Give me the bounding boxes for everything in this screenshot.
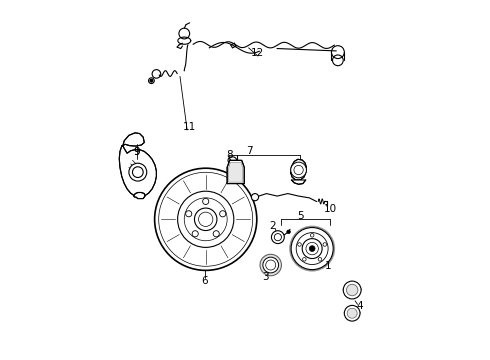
Circle shape (298, 243, 301, 246)
Circle shape (150, 79, 153, 82)
Circle shape (344, 305, 360, 321)
Circle shape (213, 231, 220, 237)
Circle shape (271, 231, 284, 244)
Polygon shape (292, 180, 306, 184)
Circle shape (192, 231, 198, 237)
Circle shape (155, 168, 257, 270)
Text: 6: 6 (202, 276, 208, 286)
Text: 9: 9 (134, 147, 141, 157)
Circle shape (309, 246, 315, 252)
Polygon shape (228, 162, 243, 182)
Circle shape (302, 239, 322, 258)
Circle shape (263, 257, 279, 273)
Circle shape (346, 284, 358, 296)
Text: 2: 2 (270, 221, 276, 231)
Circle shape (260, 254, 281, 276)
Polygon shape (119, 146, 156, 197)
Circle shape (251, 194, 259, 201)
Circle shape (220, 211, 226, 217)
Polygon shape (134, 193, 145, 199)
Circle shape (291, 162, 306, 178)
Polygon shape (227, 160, 245, 184)
Circle shape (186, 211, 192, 217)
Text: 10: 10 (324, 204, 337, 214)
Polygon shape (291, 159, 306, 180)
Circle shape (290, 226, 334, 271)
Circle shape (347, 308, 357, 318)
Circle shape (303, 257, 306, 261)
Text: 4: 4 (357, 301, 364, 311)
Text: 7: 7 (246, 147, 253, 157)
Circle shape (343, 281, 361, 299)
Text: 3: 3 (263, 272, 269, 282)
Circle shape (177, 191, 234, 247)
Polygon shape (123, 133, 144, 146)
Text: 11: 11 (183, 122, 196, 132)
Text: 9: 9 (134, 147, 141, 157)
Circle shape (203, 198, 209, 204)
Text: 5: 5 (297, 211, 304, 221)
Text: 1: 1 (324, 261, 331, 271)
Circle shape (129, 163, 147, 181)
Text: 8: 8 (226, 150, 233, 160)
Circle shape (318, 257, 322, 261)
Circle shape (310, 234, 314, 237)
Circle shape (287, 230, 291, 234)
Circle shape (195, 208, 217, 230)
Circle shape (291, 228, 333, 270)
Circle shape (323, 243, 326, 246)
Text: 12: 12 (251, 48, 265, 58)
